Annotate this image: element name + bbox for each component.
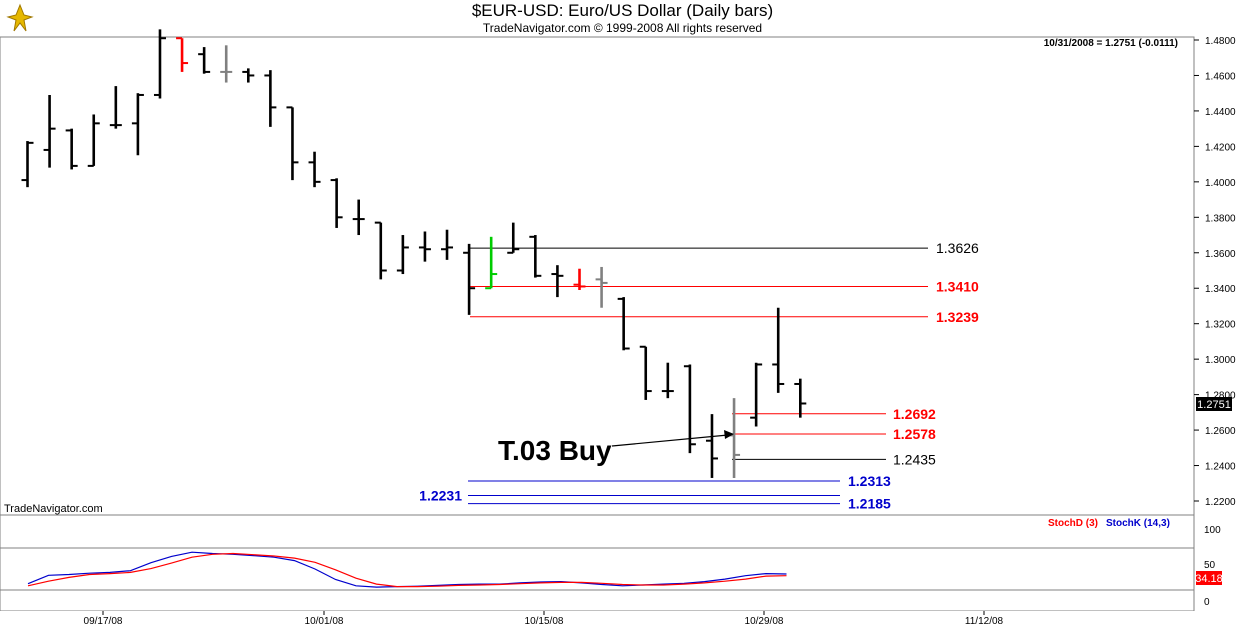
- stochastic-pane: [0, 514, 1195, 612]
- price-bar: [617, 297, 630, 351]
- price-tag-box: [1196, 397, 1232, 411]
- level-label: 1.3410: [936, 278, 979, 294]
- price-bar: [198, 47, 211, 74]
- price-bar: [794, 378, 807, 418]
- date-axis-label: 11/12/08: [965, 616, 1004, 627]
- date-axis-label: 09/17/08: [84, 616, 123, 627]
- date-axis: 09/17/08 10/01/08 10/15/08 10/29/08 11/12/08: [0, 611, 1245, 631]
- price-bar: [330, 178, 343, 228]
- price-bar: [65, 128, 78, 170]
- price-axis-label: 1.2200: [1205, 497, 1236, 508]
- price-bar: [750, 362, 763, 427]
- buy-arrow-line: [611, 434, 729, 447]
- price-bar: [43, 94, 56, 168]
- price-axis-label: 1.3800: [1205, 213, 1236, 224]
- price-bar: [463, 243, 476, 315]
- price-axis-label: 1.4400: [1205, 107, 1236, 118]
- level-label: 1.2313: [848, 473, 891, 489]
- date-axis-label: 10/01/08: [305, 616, 344, 627]
- stoch-d-line: [27, 552, 787, 588]
- price-bar: [374, 221, 387, 280]
- stoch-axis-label: 100: [1204, 525, 1221, 536]
- price-bar: [772, 307, 785, 393]
- price-pane: [0, 36, 1195, 516]
- chart-subtitle: TradeNavigator.com © 1999-2008 All right…: [482, 21, 763, 35]
- price-bar: [441, 229, 454, 260]
- date-axis-label: 10/15/08: [525, 616, 564, 627]
- price-bar: [396, 235, 409, 275]
- price-bar: [87, 114, 100, 167]
- buy-arrow-head: [724, 430, 734, 439]
- price-bar: [573, 268, 586, 291]
- price-bar: [153, 29, 166, 99]
- stoch-tag-box: [1196, 571, 1222, 585]
- price-axis-label: 1.4600: [1205, 71, 1236, 82]
- price-bar: [639, 345, 652, 400]
- level-label: 1.2231: [419, 488, 462, 504]
- trade-navigator-logo-icon: [6, 3, 34, 33]
- stoch-axis-label: 50: [1204, 560, 1216, 571]
- price-bar: [418, 231, 431, 262]
- date-axis-label: 10/29/08: [745, 616, 784, 627]
- price-axis-label: 1.3400: [1205, 284, 1236, 295]
- price-bar: [529, 235, 542, 278]
- price-bar: [109, 86, 122, 129]
- price-axis-label: 1.3200: [1205, 320, 1236, 331]
- stochastic-lines: [27, 551, 787, 588]
- price-tag: 1.2751: [1197, 399, 1231, 411]
- level-label: 1.2578: [893, 426, 936, 442]
- price-bar: [661, 362, 674, 399]
- price-bar: [176, 37, 189, 72]
- price-bar: [286, 106, 299, 181]
- price-bar: [308, 151, 321, 188]
- level-label: 1.3626: [936, 240, 979, 256]
- price-bar: [264, 70, 277, 127]
- stoch-k-legend: StochK (14,3): [1106, 518, 1170, 529]
- chart-title: $EUR-USD: Euro/US Dollar (Daily bars): [471, 1, 774, 20]
- price-axis-label: 1.4800: [1205, 36, 1236, 47]
- price-bar: [551, 265, 564, 298]
- level-label: 1.2185: [848, 496, 891, 512]
- price-bar: [705, 414, 718, 478]
- level-label: 1.2435: [893, 451, 936, 467]
- stoch-tag: 34.18: [1195, 573, 1223, 585]
- stoch-d-legend: StochD (3): [1048, 518, 1098, 529]
- price-axis-label: 1.3600: [1205, 249, 1236, 260]
- stochastic-axis: 100 50 0: [0, 525, 1221, 608]
- price-bar: [352, 199, 365, 236]
- price-axis-label: 1.4000: [1205, 178, 1236, 189]
- price-bar: [242, 68, 255, 83]
- last-price-info: 10/31/2008 = 1.2751 (-0.0111): [1044, 38, 1178, 49]
- price-axis-label: 1.2800: [1205, 391, 1236, 402]
- price-bar: [21, 141, 34, 188]
- fibonacci-levels: 1.3626 1.3410 1.3239 1.2692 1.2578 1.24351.23…: [419, 240, 979, 512]
- buy-annotation: T.03 Buy: [498, 435, 612, 466]
- level-label: 1.2692: [893, 406, 936, 422]
- chart-header: $EUR-USD: Euro/US Dollar (Daily bars) Tr…: [0, 0, 1245, 37]
- price-bars: [21, 29, 807, 478]
- price-bar: [595, 266, 608, 308]
- watermark: TradeNavigator.com: [4, 503, 103, 515]
- price-bar: [131, 93, 144, 156]
- price-bar: [220, 45, 233, 83]
- price-bar: [507, 222, 520, 254]
- price-axis-label: 1.2600: [1205, 426, 1236, 437]
- price-bar: [485, 236, 498, 290]
- stoch-axis-label: 0: [1204, 597, 1210, 608]
- level-label: 1.3239: [936, 309, 979, 325]
- price-axis-label: 1.3000: [1205, 355, 1236, 366]
- price-axis-label: 1.4200: [1205, 142, 1236, 153]
- price-axis: 1.4800 1.4600 1.4400 1.4200 1.4000 1.3800 1.36…: [1194, 36, 1236, 508]
- price-axis-label: 1.2400: [1205, 462, 1236, 473]
